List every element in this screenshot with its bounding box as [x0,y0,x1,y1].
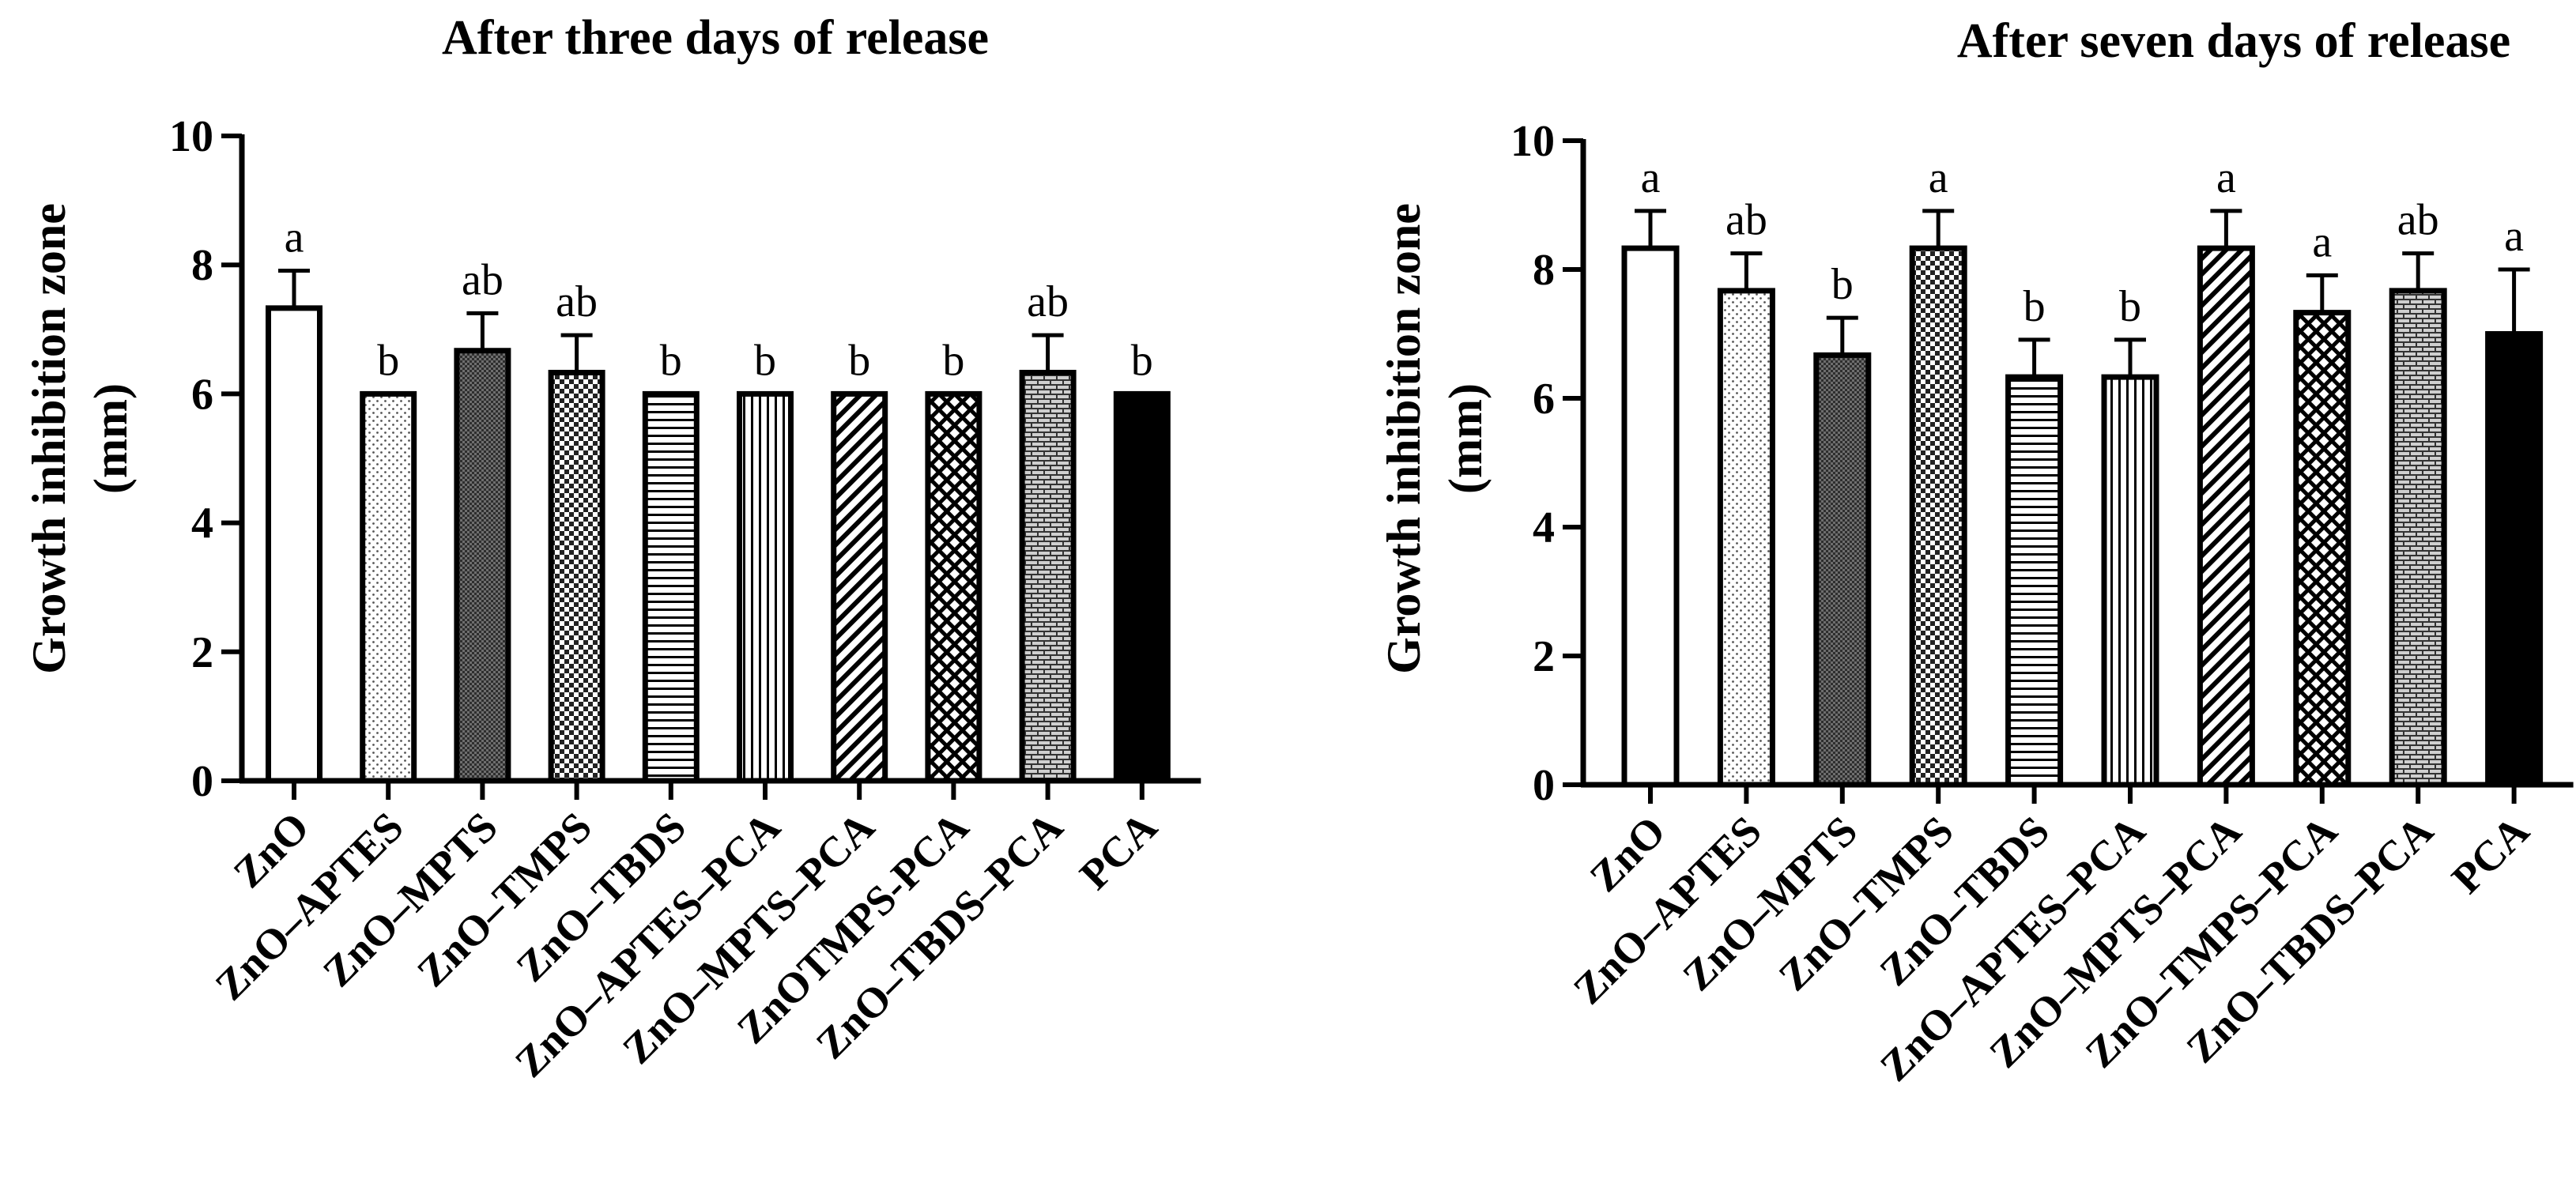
y-tick-label: 10 [169,112,213,161]
significance-label: a [2312,217,2332,266]
y-tick-label: 6 [191,370,213,419]
bar [925,390,983,784]
chart-title: After three days of release [442,11,989,65]
chart-title: After seven days of release [1957,14,2510,68]
bar [1113,390,1171,784]
bar [548,369,605,784]
y-tick-label: 8 [1533,246,1555,295]
category-label: PCA [1070,803,1166,899]
significance-label: b [754,336,776,385]
significance-label: ab [462,255,504,304]
y-axis-label-unit: (mm) [1439,383,1492,494]
plot-area: 0246810aZnObZnO–APTESabZnO–MPTSabZnO–TMP… [169,112,1201,1087]
significance-label: ab [1027,277,1069,326]
significance-label: b [1831,260,1854,309]
bar [2005,374,2064,788]
y-tick-label: 6 [1533,375,1555,424]
significance-label: b [377,336,399,385]
bar [2389,288,2447,788]
category-label: PCA [2442,807,2538,902]
bar [831,390,888,784]
significance-label: a [1929,153,1948,202]
y-tick-label: 2 [191,628,213,677]
significance-label: b [942,336,964,385]
bar [2197,245,2255,788]
bar [737,390,794,784]
chart-three-days: After three days of release Growth inhib… [23,11,1201,1087]
significance-label: a [2216,153,2236,202]
significance-label: a [2504,212,2524,261]
significance-label: b [1131,336,1153,385]
significance-label: b [848,336,870,385]
significance-label: a [285,213,304,262]
y-tick-label: 0 [1533,761,1555,810]
y-tick-label: 8 [191,241,213,290]
y-tick-label: 10 [1511,117,1555,166]
y-axis-label: Growth inhibition zone [23,203,75,674]
significance-label: ab [556,277,598,326]
significance-label: b [2119,282,2141,331]
bar [2101,374,2159,788]
bar [2485,331,2544,788]
significance-label: ab [1726,196,1767,245]
y-tick-label: 0 [191,757,213,806]
y-axis-label: Growth inhibition zone [1378,203,1430,674]
bar [266,305,322,784]
bar [1813,352,1872,788]
bar [2293,310,2352,788]
significance-label: b [660,336,682,385]
bar [1717,288,1775,788]
significance-label: b [2023,282,2046,331]
bar [1019,369,1077,784]
bar [360,390,417,784]
bar [454,348,511,784]
bar [1621,245,1680,788]
plot-area: 0246810aZnOabZnO–APTESbZnO–MPTSaZnO–TMPS… [1511,117,2574,1091]
y-tick-label: 4 [1533,503,1555,552]
chart-seven-days: After seven days of release Growth inhib… [1378,14,2574,1091]
y-axis-label-unit: (mm) [85,383,137,494]
significance-label: ab [2397,196,2439,245]
significance-label: a [1641,153,1661,202]
bar [1909,245,1967,788]
y-tick-label: 4 [191,499,213,548]
y-tick-label: 2 [1533,632,1555,681]
bar [642,390,700,784]
